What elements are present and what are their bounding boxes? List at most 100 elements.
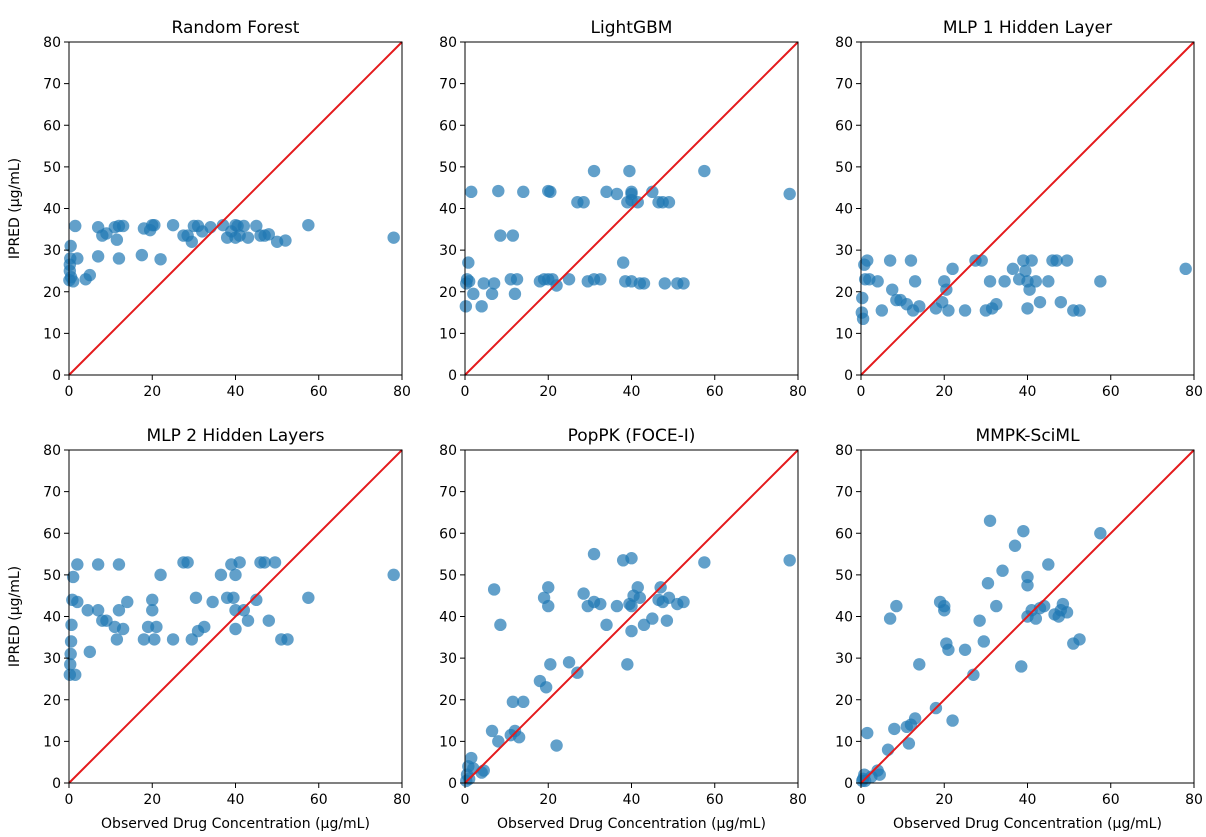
data-point xyxy=(83,645,97,659)
data-point xyxy=(214,568,228,582)
x-tick-label: 80 xyxy=(1185,384,1203,400)
data-point xyxy=(1060,254,1074,267)
data-point xyxy=(492,735,505,748)
data-point xyxy=(577,587,590,600)
data-point xyxy=(1073,633,1086,646)
y-tick-label: 40 xyxy=(439,610,457,626)
y-tick-label: 10 xyxy=(835,734,853,750)
data-point xyxy=(110,233,124,246)
y-tick-label: 60 xyxy=(835,118,853,134)
data-point xyxy=(646,612,659,625)
data-point xyxy=(562,273,576,286)
identity-line xyxy=(860,449,1195,784)
data-point xyxy=(698,164,711,178)
data-point xyxy=(475,300,488,313)
data-point xyxy=(487,583,501,596)
x-tick-label: 0 xyxy=(461,384,470,400)
data-point xyxy=(625,599,638,613)
y-tick-label: 30 xyxy=(43,651,61,667)
y-tick-label: 0 xyxy=(448,776,457,792)
data-point xyxy=(610,187,624,201)
data-point xyxy=(198,620,211,634)
chart-panel: MMPK-SciML 0 20 40 60 80 0 10 20 30 40 50 60 70 80 Obse… xyxy=(835,426,1203,832)
data-point xyxy=(571,666,584,679)
data-point xyxy=(913,658,926,671)
data-point xyxy=(233,556,246,569)
data-point xyxy=(154,568,167,582)
data-point xyxy=(587,164,601,178)
x-tick-label: 40 xyxy=(623,384,641,400)
data-point xyxy=(185,235,198,248)
y-tick-label: 10 xyxy=(835,326,853,342)
data-point xyxy=(302,591,315,604)
y-tick-label: 0 xyxy=(844,776,853,792)
data-point xyxy=(908,275,922,288)
data-point xyxy=(281,633,294,646)
data-point xyxy=(116,622,130,636)
data-point xyxy=(64,647,77,661)
data-point xyxy=(465,185,478,199)
data-point xyxy=(621,658,634,671)
data-point xyxy=(625,624,638,638)
data-point xyxy=(783,554,796,567)
x-tick-label: 60 xyxy=(706,384,724,400)
data-point xyxy=(890,599,903,613)
data-point xyxy=(658,277,671,290)
y-tick-label: 10 xyxy=(439,326,457,342)
data-point xyxy=(91,250,105,263)
data-point xyxy=(958,304,972,317)
data-point xyxy=(229,622,242,636)
data-point xyxy=(913,300,926,313)
chart-title: PopPK (FOCE-I) xyxy=(568,426,696,446)
data-point xyxy=(861,254,874,267)
data-point xyxy=(616,256,630,269)
data-point xyxy=(856,312,870,326)
data-point xyxy=(587,547,601,561)
data-point xyxy=(883,612,897,625)
data-point xyxy=(69,668,82,681)
y-tick-label: 70 xyxy=(439,485,457,501)
data-point xyxy=(510,273,524,286)
chart-title: Random Forest xyxy=(172,18,300,38)
data-point xyxy=(494,229,507,242)
data-point xyxy=(1033,295,1047,309)
data-point xyxy=(137,633,151,646)
x-tick-label: 80 xyxy=(393,384,411,400)
chart-panel: Random Forest 0 20 40 60 80 0 10 20 30 40 50 60 70 80 I… xyxy=(7,18,411,400)
data-point xyxy=(166,218,180,232)
data-point xyxy=(121,595,134,609)
x-tick-label: 60 xyxy=(1102,384,1120,400)
x-axis-label: Observed Drug Concentration (µg/mL) xyxy=(893,816,1162,832)
data-point xyxy=(1094,527,1107,540)
y-tick-label: 40 xyxy=(835,610,853,626)
data-point xyxy=(1015,660,1028,673)
data-point xyxy=(1021,302,1034,315)
data-point xyxy=(517,185,530,199)
data-point xyxy=(146,604,159,617)
x-tick-label: 60 xyxy=(310,384,328,400)
data-point xyxy=(1042,558,1055,571)
data-point xyxy=(81,604,94,617)
data-point xyxy=(64,658,77,671)
data-point xyxy=(135,248,149,262)
data-point xyxy=(1006,262,1020,276)
x-tick-label: 60 xyxy=(310,792,328,808)
data-point xyxy=(517,695,530,709)
y-tick-label: 80 xyxy=(835,35,853,51)
data-point xyxy=(946,714,959,727)
data-point xyxy=(1017,524,1030,538)
data-point xyxy=(633,591,647,604)
y-tick-label: 40 xyxy=(43,202,61,218)
identity-line xyxy=(68,41,403,376)
data-point xyxy=(229,568,242,582)
data-point xyxy=(990,298,1003,311)
data-point xyxy=(1054,295,1068,309)
data-point xyxy=(958,643,972,656)
y-tick-label: 10 xyxy=(439,734,457,750)
x-tick-label: 0 xyxy=(65,792,74,808)
y-tick-label: 30 xyxy=(439,243,457,259)
data-point xyxy=(112,604,126,617)
y-tick-label: 60 xyxy=(43,118,61,134)
data-point xyxy=(1029,612,1043,625)
data-point xyxy=(250,593,263,607)
